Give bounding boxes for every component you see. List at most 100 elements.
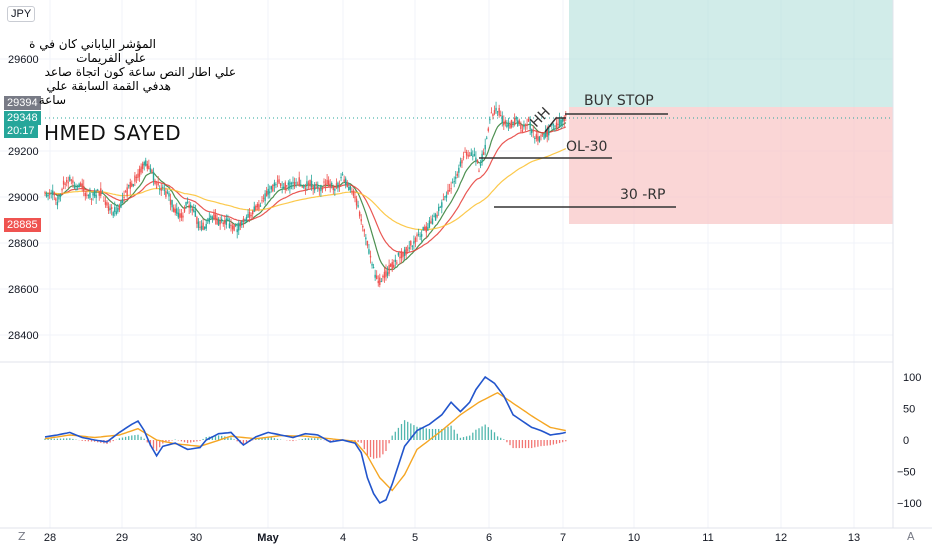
candle-body	[427, 227, 429, 231]
candle-body	[504, 120, 507, 123]
candle-body	[227, 218, 229, 221]
osc-tick-label: 50	[903, 404, 915, 416]
candle-body	[456, 173, 458, 176]
time-axis[interactable]: 28 29 30 May 4 5 6 7 10 11 12 13	[44, 532, 860, 544]
candle-body	[422, 227, 424, 231]
candle-body	[210, 215, 212, 218]
candle-body	[338, 184, 341, 187]
candle-body	[279, 183, 282, 186]
candle-body	[79, 183, 82, 186]
candle-body	[306, 181, 308, 186]
profit-zone[interactable]	[569, 0, 893, 107]
symbol-label[interactable]: JPY	[7, 6, 36, 22]
candle-body	[315, 184, 317, 186]
candle-body	[169, 199, 172, 205]
candle-body	[135, 176, 138, 178]
candle-body	[455, 176, 457, 179]
candle-body	[357, 205, 359, 207]
candle-body	[405, 246, 407, 255]
candle-body	[527, 118, 530, 122]
candle-body	[391, 262, 393, 271]
candle-body	[53, 192, 55, 196]
stop-zone[interactable]	[569, 107, 893, 224]
candle-body	[512, 121, 514, 124]
candle-body	[120, 201, 122, 208]
candle-body	[369, 255, 372, 258]
candle-body	[273, 182, 276, 187]
candle-body	[470, 152, 472, 156]
candle-body	[459, 161, 462, 166]
candle-body	[487, 128, 489, 131]
candle-body	[355, 198, 358, 206]
candle-body	[535, 134, 538, 139]
candle-body	[386, 272, 389, 276]
candle-body	[259, 205, 262, 207]
candle-body	[61, 188, 63, 191]
candle-body	[518, 120, 520, 124]
candle-body	[92, 193, 94, 196]
candle-body	[290, 183, 293, 185]
candle-body	[546, 129, 548, 137]
candle-body	[244, 219, 246, 222]
candle-body	[318, 189, 321, 191]
candle-body	[462, 156, 465, 158]
price-axis[interactable]: 29600 29200 29000 28800 28600 28400	[8, 54, 39, 342]
candle-body	[269, 191, 271, 194]
candle-body	[314, 184, 316, 191]
candle-body	[200, 225, 203, 230]
candle-body	[424, 226, 426, 231]
candle-body	[543, 133, 545, 139]
candle-body	[410, 240, 412, 246]
candle-body	[163, 189, 166, 191]
candle-body	[321, 188, 324, 190]
candle-body	[165, 190, 167, 197]
candle-body	[377, 280, 379, 284]
auto-scale-button[interactable]: A	[907, 530, 915, 543]
candle-body	[551, 124, 553, 126]
candle-body	[172, 207, 175, 212]
candlesticks[interactable]	[44, 101, 567, 288]
candle-body	[393, 264, 395, 268]
candle-body	[107, 206, 110, 211]
candle-body	[490, 112, 493, 114]
candle-body	[171, 200, 173, 208]
candle-body	[326, 179, 328, 185]
candle-body	[131, 183, 133, 187]
candle-body	[56, 201, 59, 206]
time-tick-label: May	[257, 532, 279, 544]
candle-body	[225, 218, 228, 225]
candle-body	[64, 183, 66, 185]
time-tick-label: 29	[116, 532, 128, 544]
hh-line[interactable]	[544, 117, 566, 133]
candle-body	[396, 262, 398, 264]
candle-body	[300, 185, 302, 187]
candle-body	[134, 175, 136, 182]
candle-body	[152, 171, 155, 181]
candle-body	[83, 185, 85, 192]
time-tick-label: 12	[775, 532, 787, 544]
candle-body	[100, 188, 102, 196]
oscillator-pane[interactable]	[44, 375, 567, 505]
candle-body	[110, 207, 113, 210]
candle-body	[486, 137, 488, 139]
candle-body	[379, 277, 381, 286]
candle-body	[261, 200, 263, 202]
candle-body	[284, 182, 286, 190]
candle-body	[420, 234, 423, 237]
candle-body	[98, 192, 100, 196]
candle-body	[289, 181, 291, 190]
candle-body	[213, 213, 215, 220]
candle-body	[176, 208, 178, 214]
candle-body	[431, 218, 434, 225]
candle-body	[84, 193, 86, 197]
timezone-button[interactable]: Z	[18, 530, 26, 543]
candle-body	[538, 136, 541, 142]
candle-body	[287, 182, 290, 185]
candle-body	[255, 205, 257, 210]
candle-body	[207, 219, 209, 221]
candle-body	[517, 120, 519, 126]
candle-body	[469, 155, 471, 157]
time-tick-label: 5	[412, 532, 418, 544]
oscillator-axis[interactable]: 100 50 0 −50 −100	[897, 372, 922, 510]
